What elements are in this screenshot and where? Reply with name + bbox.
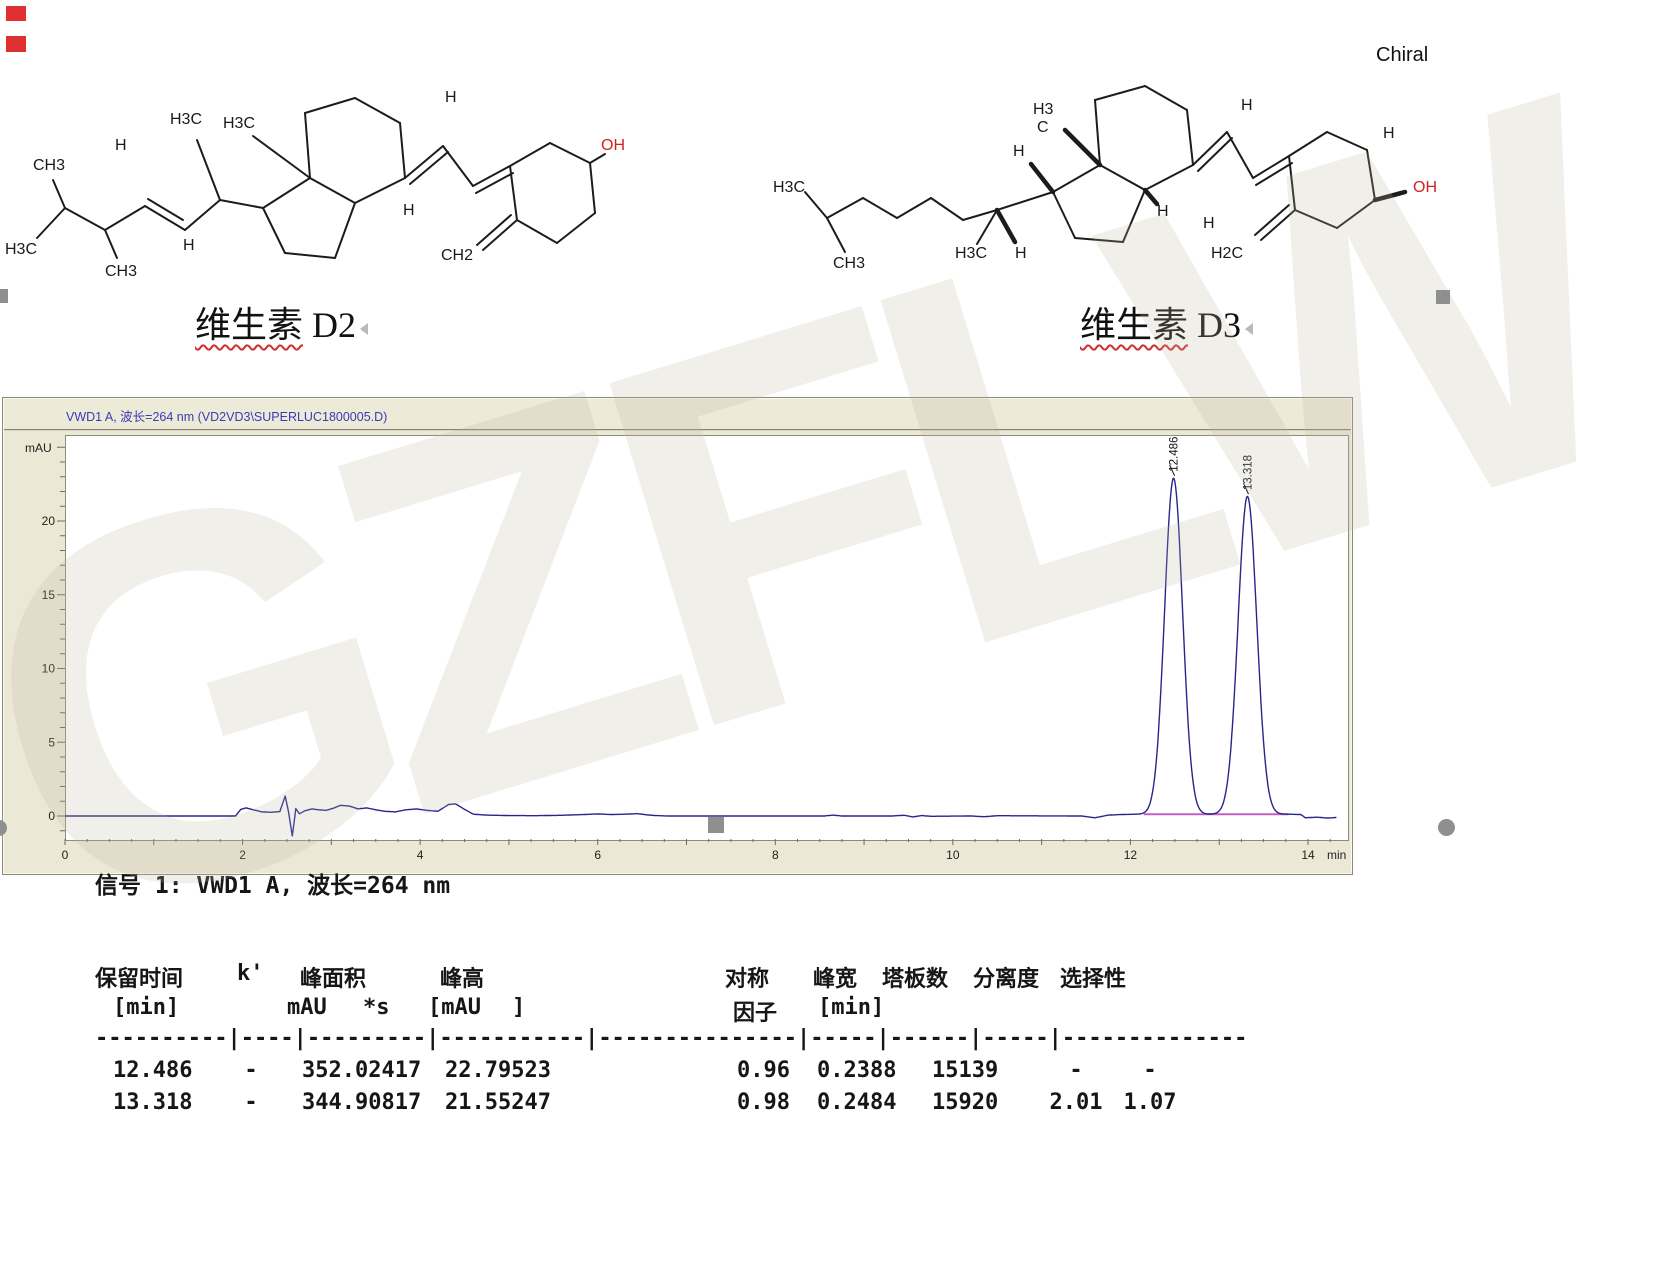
vitamin-d3-caption-latin: D3 [1197,305,1242,345]
table-cell: 21.55247 [445,1090,551,1115]
vitamin-d2-caption: 维生素 D2 [195,296,369,348]
atom-label: H3C [223,115,255,132]
atom-label: H [115,137,127,154]
atom-label-oh: OH [601,137,625,154]
atom-label: H [445,89,457,106]
table-header-cell: 因子 [733,1001,778,1026]
atom-label: H [1157,203,1169,220]
atom-label: H3C [5,241,37,258]
table-cell: 0.98 [737,1090,790,1115]
table-header-cell: 分离度 [973,967,1040,992]
selection-handle[interactable] [1438,819,1455,836]
atom-label-oh: OH [1413,179,1437,196]
vitamin-d2-structure: CH3 H H3C H3C H3C CH3 H H H OH CH2 [5,89,625,280]
y-axis-unit-label: mAU [25,441,52,455]
table-header-cell: [min] [113,995,180,1020]
red-edge-mark [6,6,26,21]
table-cell: 2.01 [1049,1090,1103,1115]
table-header-cell: 峰高 [440,967,485,992]
y-tick-label: 0 [48,809,55,823]
table-header-cell: k' [237,961,264,986]
table-cell: 352.02417 [302,1058,422,1083]
table-cell: 0.2388 [817,1058,897,1083]
table-cell: 15139 [932,1058,999,1083]
atom-label: CH2 [441,247,473,264]
vitamin-d3-structure: H3C CH3 H3C H H3 C H H H H H2C OH H [773,85,1437,272]
chromatogram-title: VWD1 A, 波长=264 nm (VD2VD3\SUPERLUC180000… [66,410,388,424]
vitamin-d2-caption-cjk: 维生素 [195,305,304,345]
spellcheck-marker-icon [360,322,369,335]
atom-label: H [403,202,415,219]
vitamin-d2-caption-latin: D2 [312,305,357,345]
table-header-cell: ] [512,995,526,1020]
spellcheck-marker-icon [1245,322,1254,335]
x-tick-label: 4 [417,848,424,862]
signal-title: 信号 1: VWD1 A, 波长=264 nm [95,873,451,899]
table-header-cell: mAU [287,995,327,1020]
table-cell: 22.79523 [445,1058,551,1083]
x-tick-label: 10 [946,848,960,862]
table-separator: ----------|----|---------|-----------|--… [95,1026,1248,1051]
table-header-cell: *s [363,995,390,1020]
atom-label: H3 [1033,101,1054,118]
atom-label: H [1203,215,1215,232]
selection-handle[interactable] [1436,290,1450,304]
y-tick-label: 20 [42,514,56,528]
y-tick-label: 10 [42,662,56,676]
atom-label: H [183,237,195,254]
x-tick-label: 0 [62,848,69,862]
atom-label: H [1241,97,1253,114]
table-cell: 0.96 [737,1058,790,1083]
y-tick-label: 5 [48,735,55,749]
atom-label: H [1383,125,1395,142]
chromatogram-titlebar: VWD1 A, 波长=264 nm (VD2VD3\SUPERLUC180000… [4,399,1351,431]
x-tick-label: 14 [1301,848,1315,862]
table-header-cell: 塔板数 [882,967,949,992]
table-cell: - [1143,1058,1157,1083]
table-header-cell: 峰宽 [813,967,858,992]
vitamin-d3-caption-cjk: 维生素 [1080,305,1189,345]
atom-label: CH3 [105,263,137,280]
selection-handle[interactable] [0,289,8,303]
table-header-cell: 选择性 [1060,967,1127,992]
chromatogram-panel: VWD1 A, 波长=264 nm (VD2VD3\SUPERLUC180000… [2,397,1353,875]
table-header-cell: 对称 [725,967,770,992]
y-tick-label: 15 [42,588,56,602]
red-edge-mark [6,36,26,52]
table-cell: - [244,1090,258,1115]
atom-label: H3C [773,179,805,196]
selection-handle[interactable] [0,820,7,836]
x-tick-label: 8 [772,848,779,862]
x-tick-label: 12 [1124,848,1138,862]
chromatogram-plot-area [65,435,1349,841]
x-tick-label: 2 [239,848,246,862]
vitamin-d3-caption: 维生素 D3 [1080,296,1254,348]
table-header-cell: [min] [818,995,885,1020]
table-cell: 344.90817 [302,1090,422,1115]
x-tick-label: 6 [594,848,601,862]
atom-label: H3C [955,245,987,262]
table-cell: 0.2484 [817,1090,897,1115]
chiral-label: Chiral [1376,44,1429,66]
table-cell: - [244,1058,258,1083]
atom-label: CH3 [833,255,865,272]
table-cell: 15920 [932,1090,999,1115]
table-header-cell: 峰面积 [300,967,367,992]
atom-label: H2C [1211,245,1243,262]
atom-label: CH3 [33,157,65,174]
x-axis-unit-label: min [1327,848,1346,862]
table-cell: - [1069,1058,1083,1083]
atom-label: H3C [170,111,202,128]
atom-label: H [1015,245,1027,262]
table-cell: 12.486 [113,1058,193,1083]
table-header-cell: [mAU [428,995,481,1020]
table-header-cell: 保留时间 [95,967,184,992]
selection-handle[interactable] [708,817,724,833]
atom-label: C [1037,119,1049,136]
table-cell: 13.318 [113,1090,193,1115]
atom-label: H [1013,143,1025,160]
table-cell: 1.07 [1123,1090,1177,1115]
